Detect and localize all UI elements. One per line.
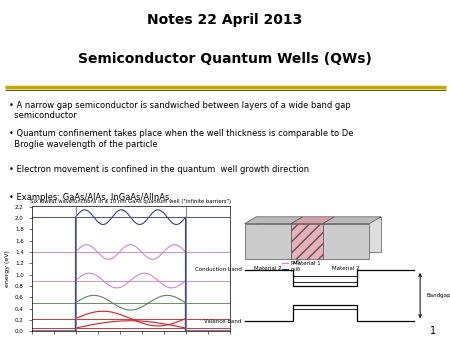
Polygon shape (245, 224, 291, 259)
Polygon shape (334, 217, 381, 252)
Text: Material 2: Material 2 (332, 266, 360, 271)
Text: • A narrow gap semiconductor is sandwiched between layers of a wide band gap
  s: • A narrow gap semiconductor is sandwich… (9, 101, 351, 120)
Polygon shape (291, 217, 334, 224)
Text: Conduction band: Conduction band (194, 267, 241, 272)
Text: • Electron movement is confined in the quantum  well growth direction: • Electron movement is confined in the q… (9, 165, 309, 174)
Text: Valence band: Valence band (204, 319, 241, 324)
Polygon shape (323, 217, 381, 224)
Text: Material 2: Material 2 (254, 266, 282, 271)
Text: 1: 1 (430, 326, 436, 336)
Legend: cb, psi1, psi2, psi3, psi4, psi5, psi6: cb, psi1, psi2, psi3, psi4, psi5, psi6 (280, 227, 302, 273)
Polygon shape (303, 217, 334, 252)
Text: Bandgap: Bandgap (427, 293, 450, 298)
Polygon shape (323, 224, 369, 259)
Polygon shape (256, 217, 303, 252)
Text: Material 1: Material 1 (293, 261, 321, 266)
Y-axis label: energy (eV): energy (eV) (4, 250, 9, 287)
Polygon shape (245, 217, 303, 224)
Title: Six lowest wavefunctions in a 10 nm GaAs quantum well ("infinite barriers"): Six lowest wavefunctions in a 10 nm GaAs… (30, 199, 231, 204)
Text: • Quantum confinement takes place when the well thickness is comparable to De
  : • Quantum confinement takes place when t… (9, 129, 353, 148)
Text: Semiconductor Quantum Wells (QWs): Semiconductor Quantum Wells (QWs) (78, 52, 372, 66)
Text: • Examples: GaAs/AlAs, InGaAs/AllnAs.: • Examples: GaAs/AlAs, InGaAs/AllnAs. (9, 193, 172, 202)
Polygon shape (291, 224, 323, 259)
Text: Notes 22 April 2013: Notes 22 April 2013 (148, 13, 302, 27)
